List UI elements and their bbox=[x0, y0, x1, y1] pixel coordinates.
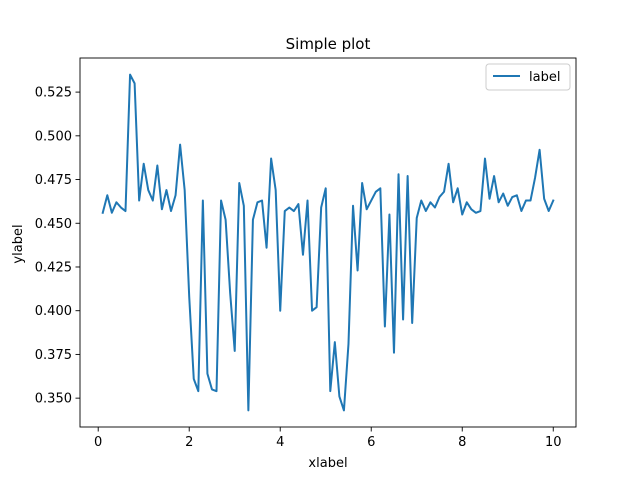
y-tick-label: 0.500 bbox=[35, 129, 72, 144]
x-axis-label: xlabel bbox=[308, 456, 347, 471]
x-tick-label: 6 bbox=[367, 435, 375, 450]
axes-frame bbox=[79, 57, 577, 428]
y-tick-label: 0.525 bbox=[35, 86, 72, 101]
y-axis-ticks: 0.350 0.375 0.400 0.425 0.450 0.475 0.500 0.525 bbox=[35, 86, 80, 407]
series-line-label bbox=[101, 73, 555, 412]
chart-title: Simple plot bbox=[286, 35, 371, 53]
y-axis-label: ylabel bbox=[11, 224, 26, 263]
y-tick-label: 0.450 bbox=[35, 217, 72, 232]
x-axis-ticks: 0 2 4 6 8 10 bbox=[94, 427, 562, 450]
legend-box bbox=[485, 63, 571, 91]
legend: label bbox=[485, 63, 571, 91]
x-tick-label: 0 bbox=[94, 435, 102, 450]
series-layer bbox=[101, 73, 555, 412]
legend-entry-label: label bbox=[529, 70, 560, 85]
y-tick-label: 0.400 bbox=[35, 304, 72, 319]
x-tick-label: 4 bbox=[276, 435, 284, 450]
axes-background bbox=[80, 58, 576, 427]
x-tick-label: 10 bbox=[545, 435, 562, 450]
x-tick-label: 2 bbox=[185, 435, 193, 450]
y-tick-label: 0.350 bbox=[35, 392, 72, 407]
y-tick-label: 0.475 bbox=[35, 173, 72, 188]
y-tick-label: 0.375 bbox=[35, 348, 72, 363]
y-tick-label: 0.425 bbox=[35, 260, 72, 275]
x-tick-label: 8 bbox=[458, 435, 466, 450]
